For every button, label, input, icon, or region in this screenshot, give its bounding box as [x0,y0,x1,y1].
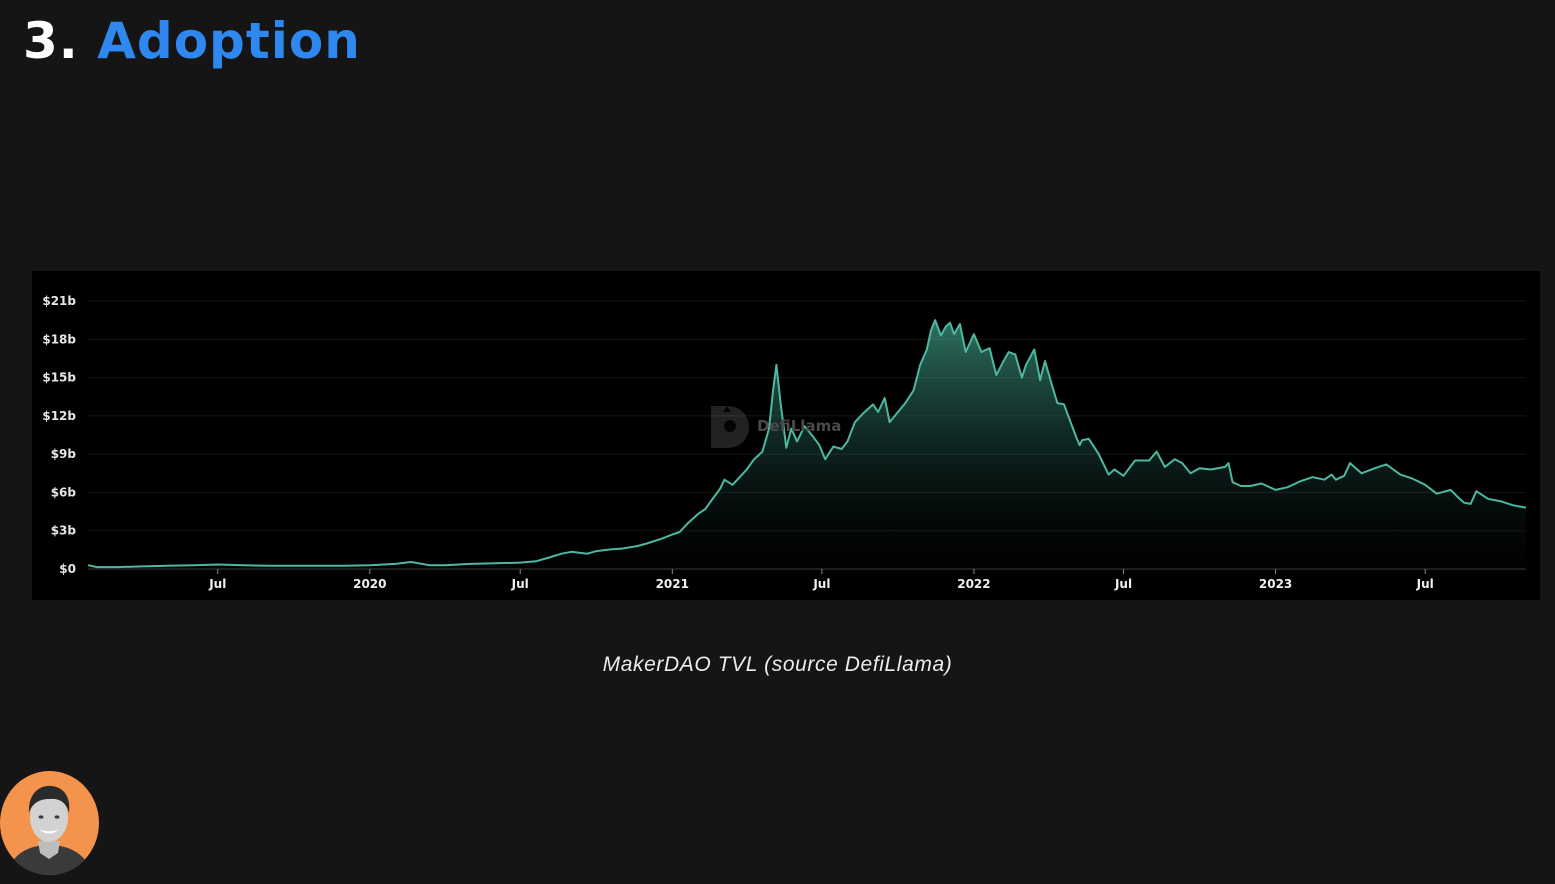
chart-caption: MakerDAO TVL (source DefiLlama) [602,653,953,676]
y-tick-label: $6b [51,485,77,499]
x-tick-label: Jul [511,577,529,591]
tvl-chart: $0 $3b $6b $9b $12b $15b $18b $21b Jul 2020 Jul 20… [42,294,1527,591]
defillama-logo-icon [711,406,749,448]
presenter-avatar-icon [8,785,92,875]
slide-title-word: Adoption [97,12,361,70]
x-tick-label: Jul [1416,577,1434,591]
x-tick-label: Jul [208,577,226,591]
tvl-series-line [87,319,1527,569]
defillama-watermark: DefiLlama [757,417,842,435]
y-tick-label: $15b [42,371,76,385]
slide-title: 3. Adoption [23,4,361,78]
y-tick-label: $12b [42,409,76,423]
y-tick-label: $9b [51,447,77,461]
x-tick-label: 2020 [353,577,386,591]
y-tick-label: $3b [51,524,77,538]
presenter-avatar [0,771,99,875]
x-tick-label: 2023 [1259,577,1292,591]
y-tick-label: $21b [42,294,76,308]
tvl-chart-panel: $0 $3b $6b $9b $12b $15b $18b $21b Jul 2020 Jul 20… [32,271,1540,600]
x-tick-label: Jul [812,577,830,591]
y-tick-label: $0 [59,562,76,576]
x-tick-label: Jul [1114,577,1132,591]
slide-title-number: 3. [23,12,79,70]
tvl-area-fill [88,320,1526,569]
x-tick-label: 2021 [656,577,689,591]
x-tick-label: 2022 [957,577,990,591]
y-tick-label: $18b [42,332,76,346]
